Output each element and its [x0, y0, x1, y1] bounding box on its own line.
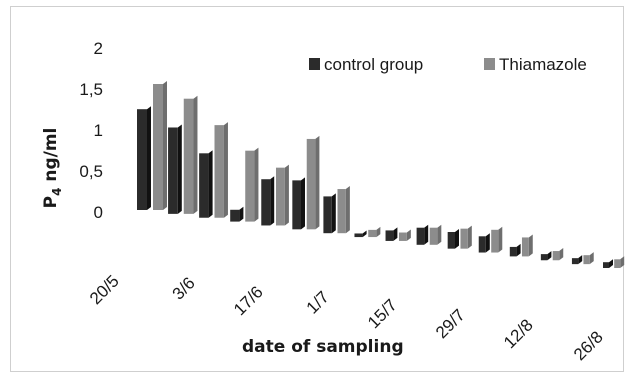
bar-control-group	[571, 258, 579, 265]
bar-control-group	[354, 233, 363, 238]
x-tick-label: 1/7	[303, 287, 333, 317]
bar-thiamazole	[306, 138, 316, 230]
bar-control-group	[199, 153, 209, 218]
bar-control-group	[447, 232, 455, 249]
bar-side	[485, 233, 490, 253]
bar-thiamazole	[614, 259, 621, 268]
bar-control-group	[603, 262, 609, 268]
bar-thiamazole	[521, 237, 529, 257]
bar-side	[147, 106, 151, 210]
bar-thiamazole	[245, 150, 255, 222]
bar-side	[437, 224, 442, 245]
y-tick-label: 0	[94, 203, 103, 222]
bar-side	[393, 227, 398, 241]
y-axis-ticks: 2 1,5 1 0,5 0	[79, 39, 103, 222]
bar-side	[301, 177, 305, 230]
x-tick-label: 17/6	[230, 282, 267, 319]
bar-side	[516, 243, 521, 257]
bar-side	[376, 226, 381, 238]
bar-control-group	[261, 179, 271, 226]
bar-side	[498, 226, 503, 253]
y-tick-label: 0,5	[79, 162, 103, 181]
bar-side	[284, 164, 289, 226]
bar-control-group	[478, 236, 486, 253]
legend: control group Thiamazole	[309, 55, 587, 74]
bar-side	[578, 255, 583, 265]
bar-side	[620, 256, 625, 268]
x-tick-label: 20/5	[86, 271, 123, 308]
bar-side	[528, 234, 533, 257]
bar-thiamazole	[214, 125, 224, 218]
bar-side	[559, 248, 564, 261]
legend-label-thiamazole: Thiamazole	[499, 55, 587, 74]
bar-control-group	[416, 227, 425, 245]
bar-control-group	[509, 246, 517, 257]
bar-thiamazole	[491, 229, 499, 253]
bar-control-group	[137, 109, 147, 210]
bar-thiamazole	[429, 227, 438, 245]
svg-text:P4 ng/ml: P4 ng/ml	[41, 128, 64, 209]
bar-thiamazole	[552, 251, 560, 261]
bar-side	[163, 81, 167, 210]
bar-control-group	[385, 230, 394, 241]
bar-thiamazole	[275, 167, 285, 226]
legend-swatch-control	[309, 58, 320, 70]
x-tick-label: 3/6	[169, 273, 199, 303]
x-axis-title: date of sampling	[242, 337, 404, 357]
bar-side	[223, 122, 228, 218]
bar-side	[424, 224, 429, 245]
bar-control-group	[230, 209, 240, 222]
bar-side	[547, 251, 552, 261]
y-axis-title: P4 ng/ml	[41, 128, 64, 209]
bar-side	[193, 95, 198, 214]
legend-label-control: control group	[324, 55, 423, 74]
bar-thiamazole	[337, 189, 346, 234]
bar-side	[455, 229, 459, 249]
bar-thiamazole	[368, 229, 377, 238]
bar-control-group	[540, 254, 548, 261]
bar-side	[315, 135, 320, 230]
x-tick-label: 15/7	[364, 295, 401, 332]
bar-side	[254, 147, 259, 222]
bar-side	[406, 229, 411, 241]
y-tick-label: 2	[94, 39, 103, 58]
bar-thiamazole	[183, 98, 194, 214]
bar-side	[208, 150, 213, 218]
bar-side	[362, 230, 367, 238]
bar-thiamazole	[583, 255, 590, 265]
bar-thiamazole	[398, 232, 407, 241]
bar-side	[589, 252, 594, 265]
legend-swatch-thiamazole	[484, 58, 495, 70]
x-tick-label: 29/7	[432, 305, 469, 342]
y-axis-title-main: P	[41, 196, 61, 208]
bar-thiamazole	[153, 84, 163, 210]
bar-control-group	[323, 196, 332, 234]
bar-control-group	[292, 180, 301, 230]
bars-layer	[137, 81, 625, 268]
y-axis-title-subscript: 4	[50, 188, 64, 196]
bar-side	[467, 225, 472, 249]
y-axis-title-unit: ng/ml	[41, 128, 61, 188]
bar-side	[331, 193, 336, 234]
y-tick-label: 1	[94, 121, 103, 140]
x-tick-label: 12/8	[500, 315, 537, 352]
bar-side	[609, 259, 613, 268]
bar-side	[345, 186, 350, 234]
bar-side	[270, 176, 275, 226]
bar-side	[177, 124, 182, 214]
bar-thiamazole	[460, 228, 468, 249]
y-tick-label: 1,5	[79, 80, 103, 99]
bar-control-group	[168, 127, 178, 214]
x-tick-label: 26/8	[570, 327, 607, 364]
bar-side	[239, 206, 244, 222]
